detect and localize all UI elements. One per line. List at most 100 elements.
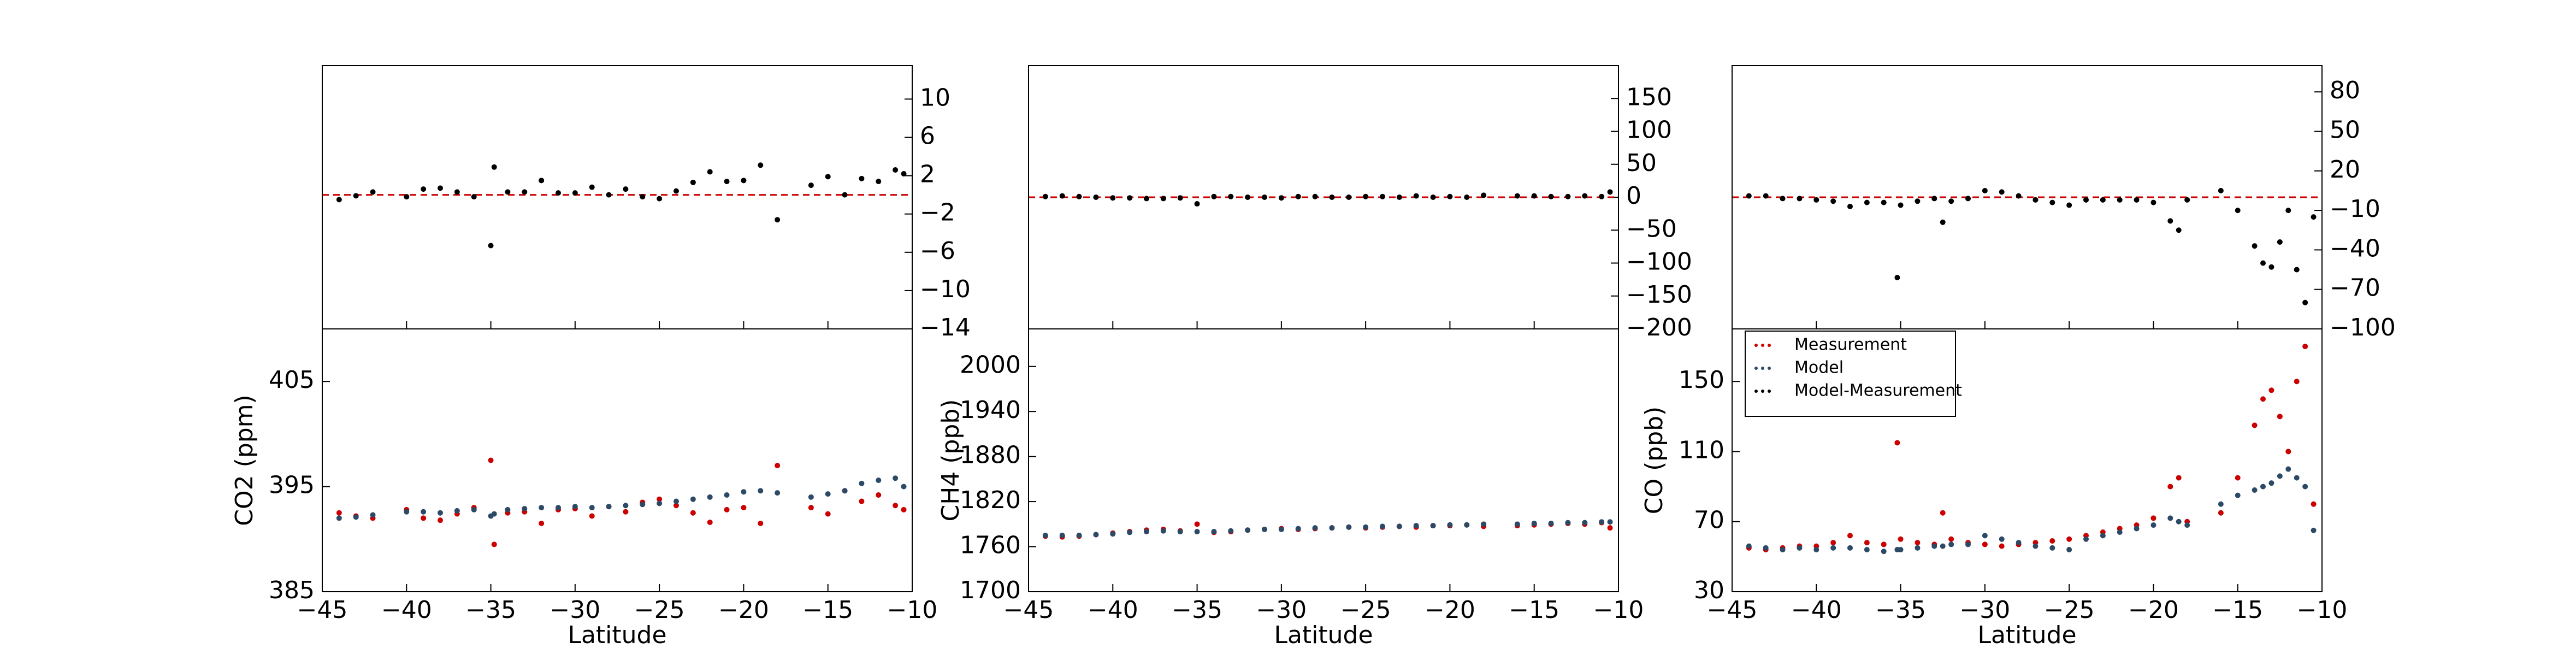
- y2-tick-label: 50: [1626, 149, 1657, 177]
- difference-point: [1447, 193, 1453, 199]
- data-point: [2235, 475, 2241, 481]
- data-point: [741, 489, 747, 495]
- x-tick-label: −25: [1340, 596, 1391, 624]
- data-point: [2184, 522, 2190, 528]
- y2-tick-label: 100: [1626, 116, 1672, 144]
- data-point: [2252, 487, 2258, 493]
- legend-marker: [1768, 390, 1771, 393]
- data-point: [1042, 532, 1048, 538]
- data-point: [893, 475, 899, 481]
- legend-marker: [1761, 367, 1764, 370]
- difference-point: [2302, 299, 2308, 305]
- y-tick-label: 405: [269, 366, 315, 394]
- data-point: [1396, 523, 1402, 529]
- x-tick-label: −10: [887, 596, 938, 624]
- difference-point: [1813, 197, 1819, 203]
- difference-point: [556, 190, 561, 196]
- data-point: [657, 496, 663, 502]
- difference-point: [1346, 195, 1352, 200]
- x-tick-label: −10: [2297, 596, 2348, 624]
- difference-point: [2049, 199, 2055, 205]
- data-point: [1847, 533, 1853, 539]
- difference-point: [1940, 219, 1946, 225]
- data-point: [640, 502, 646, 508]
- difference-point: [2066, 202, 2072, 208]
- data-point: [370, 512, 376, 518]
- data-point: [1194, 529, 1200, 535]
- data-point: [758, 488, 764, 494]
- difference-point: [1746, 193, 1752, 199]
- data-point: [1607, 525, 1613, 531]
- difference-point: [1582, 193, 1588, 199]
- difference-point: [1864, 199, 1870, 205]
- x-axis-label: Latitude: [1977, 621, 2076, 649]
- x-tick-label: −45: [1707, 596, 1758, 624]
- difference-point: [2252, 243, 2258, 249]
- difference-point: [1396, 195, 1402, 200]
- difference-point: [1514, 193, 1520, 199]
- difference-point: [859, 175, 865, 181]
- legend-marker: [1754, 367, 1758, 370]
- difference-point: [2268, 264, 2274, 270]
- data-point: [724, 506, 730, 512]
- legend-label: Model-Measurement: [1794, 381, 1962, 400]
- data-point: [2016, 540, 2022, 546]
- data-point: [2033, 543, 2039, 549]
- data-point: [1780, 547, 1786, 553]
- y2-tick-label: 150: [1626, 83, 1672, 111]
- data-point: [421, 515, 427, 521]
- data-point: [901, 484, 907, 490]
- data-point: [2100, 533, 2106, 539]
- y2-tick-label: −200: [1626, 314, 1692, 341]
- difference-point: [1380, 193, 1385, 199]
- data-point: [1999, 543, 2005, 549]
- x-tick-label: −15: [2212, 596, 2263, 624]
- data-point: [2150, 515, 2156, 521]
- x-tick-label: −30: [1256, 596, 1307, 624]
- difference-point: [1565, 193, 1571, 199]
- difference-point: [1042, 193, 1048, 199]
- y-tick-label: 30: [1694, 576, 1724, 604]
- data-point: [454, 508, 460, 514]
- x-tick-label: −40: [1088, 596, 1138, 624]
- y-tick-label: 2000: [960, 351, 1021, 379]
- data-point: [1599, 519, 1605, 525]
- data-point: [353, 514, 359, 520]
- x-tick-label: −20: [718, 596, 769, 624]
- difference-point: [2285, 208, 2291, 214]
- difference-point: [539, 178, 545, 184]
- difference-point: [1481, 192, 1487, 198]
- x-tick-label: −10: [1593, 596, 1644, 624]
- legend-marker: [1761, 344, 1764, 347]
- y2-tick-label: −70: [2330, 274, 2380, 302]
- y-tick-label: 1880: [960, 441, 1021, 469]
- x-tick-label: −35: [465, 596, 516, 624]
- difference-point: [2150, 199, 2156, 205]
- x-tick-label: −30: [1959, 596, 2010, 624]
- data-point: [2260, 396, 2266, 402]
- difference-point: [1763, 193, 1769, 199]
- difference-point: [1830, 198, 1836, 204]
- y2-tick-label: −40: [2330, 234, 2380, 262]
- data-point: [1940, 543, 1946, 549]
- data-point: [1514, 521, 1520, 527]
- data-point: [2294, 475, 2300, 481]
- data-point: [2268, 387, 2274, 393]
- data-point: [1380, 523, 1385, 529]
- difference-point: [1194, 201, 1200, 207]
- data-point: [556, 505, 561, 511]
- data-point: [1093, 532, 1099, 538]
- data-point: [859, 480, 865, 486]
- x-tick-label: −40: [381, 596, 432, 624]
- data-point: [2167, 484, 2173, 490]
- data-point: [1447, 522, 1453, 528]
- data-point: [1915, 540, 1921, 546]
- data-point: [1329, 525, 1335, 531]
- data-point: [775, 490, 781, 496]
- difference-point: [1797, 196, 1803, 202]
- difference-point: [438, 185, 443, 191]
- data-point: [2117, 529, 2123, 535]
- difference-point: [1881, 199, 1887, 205]
